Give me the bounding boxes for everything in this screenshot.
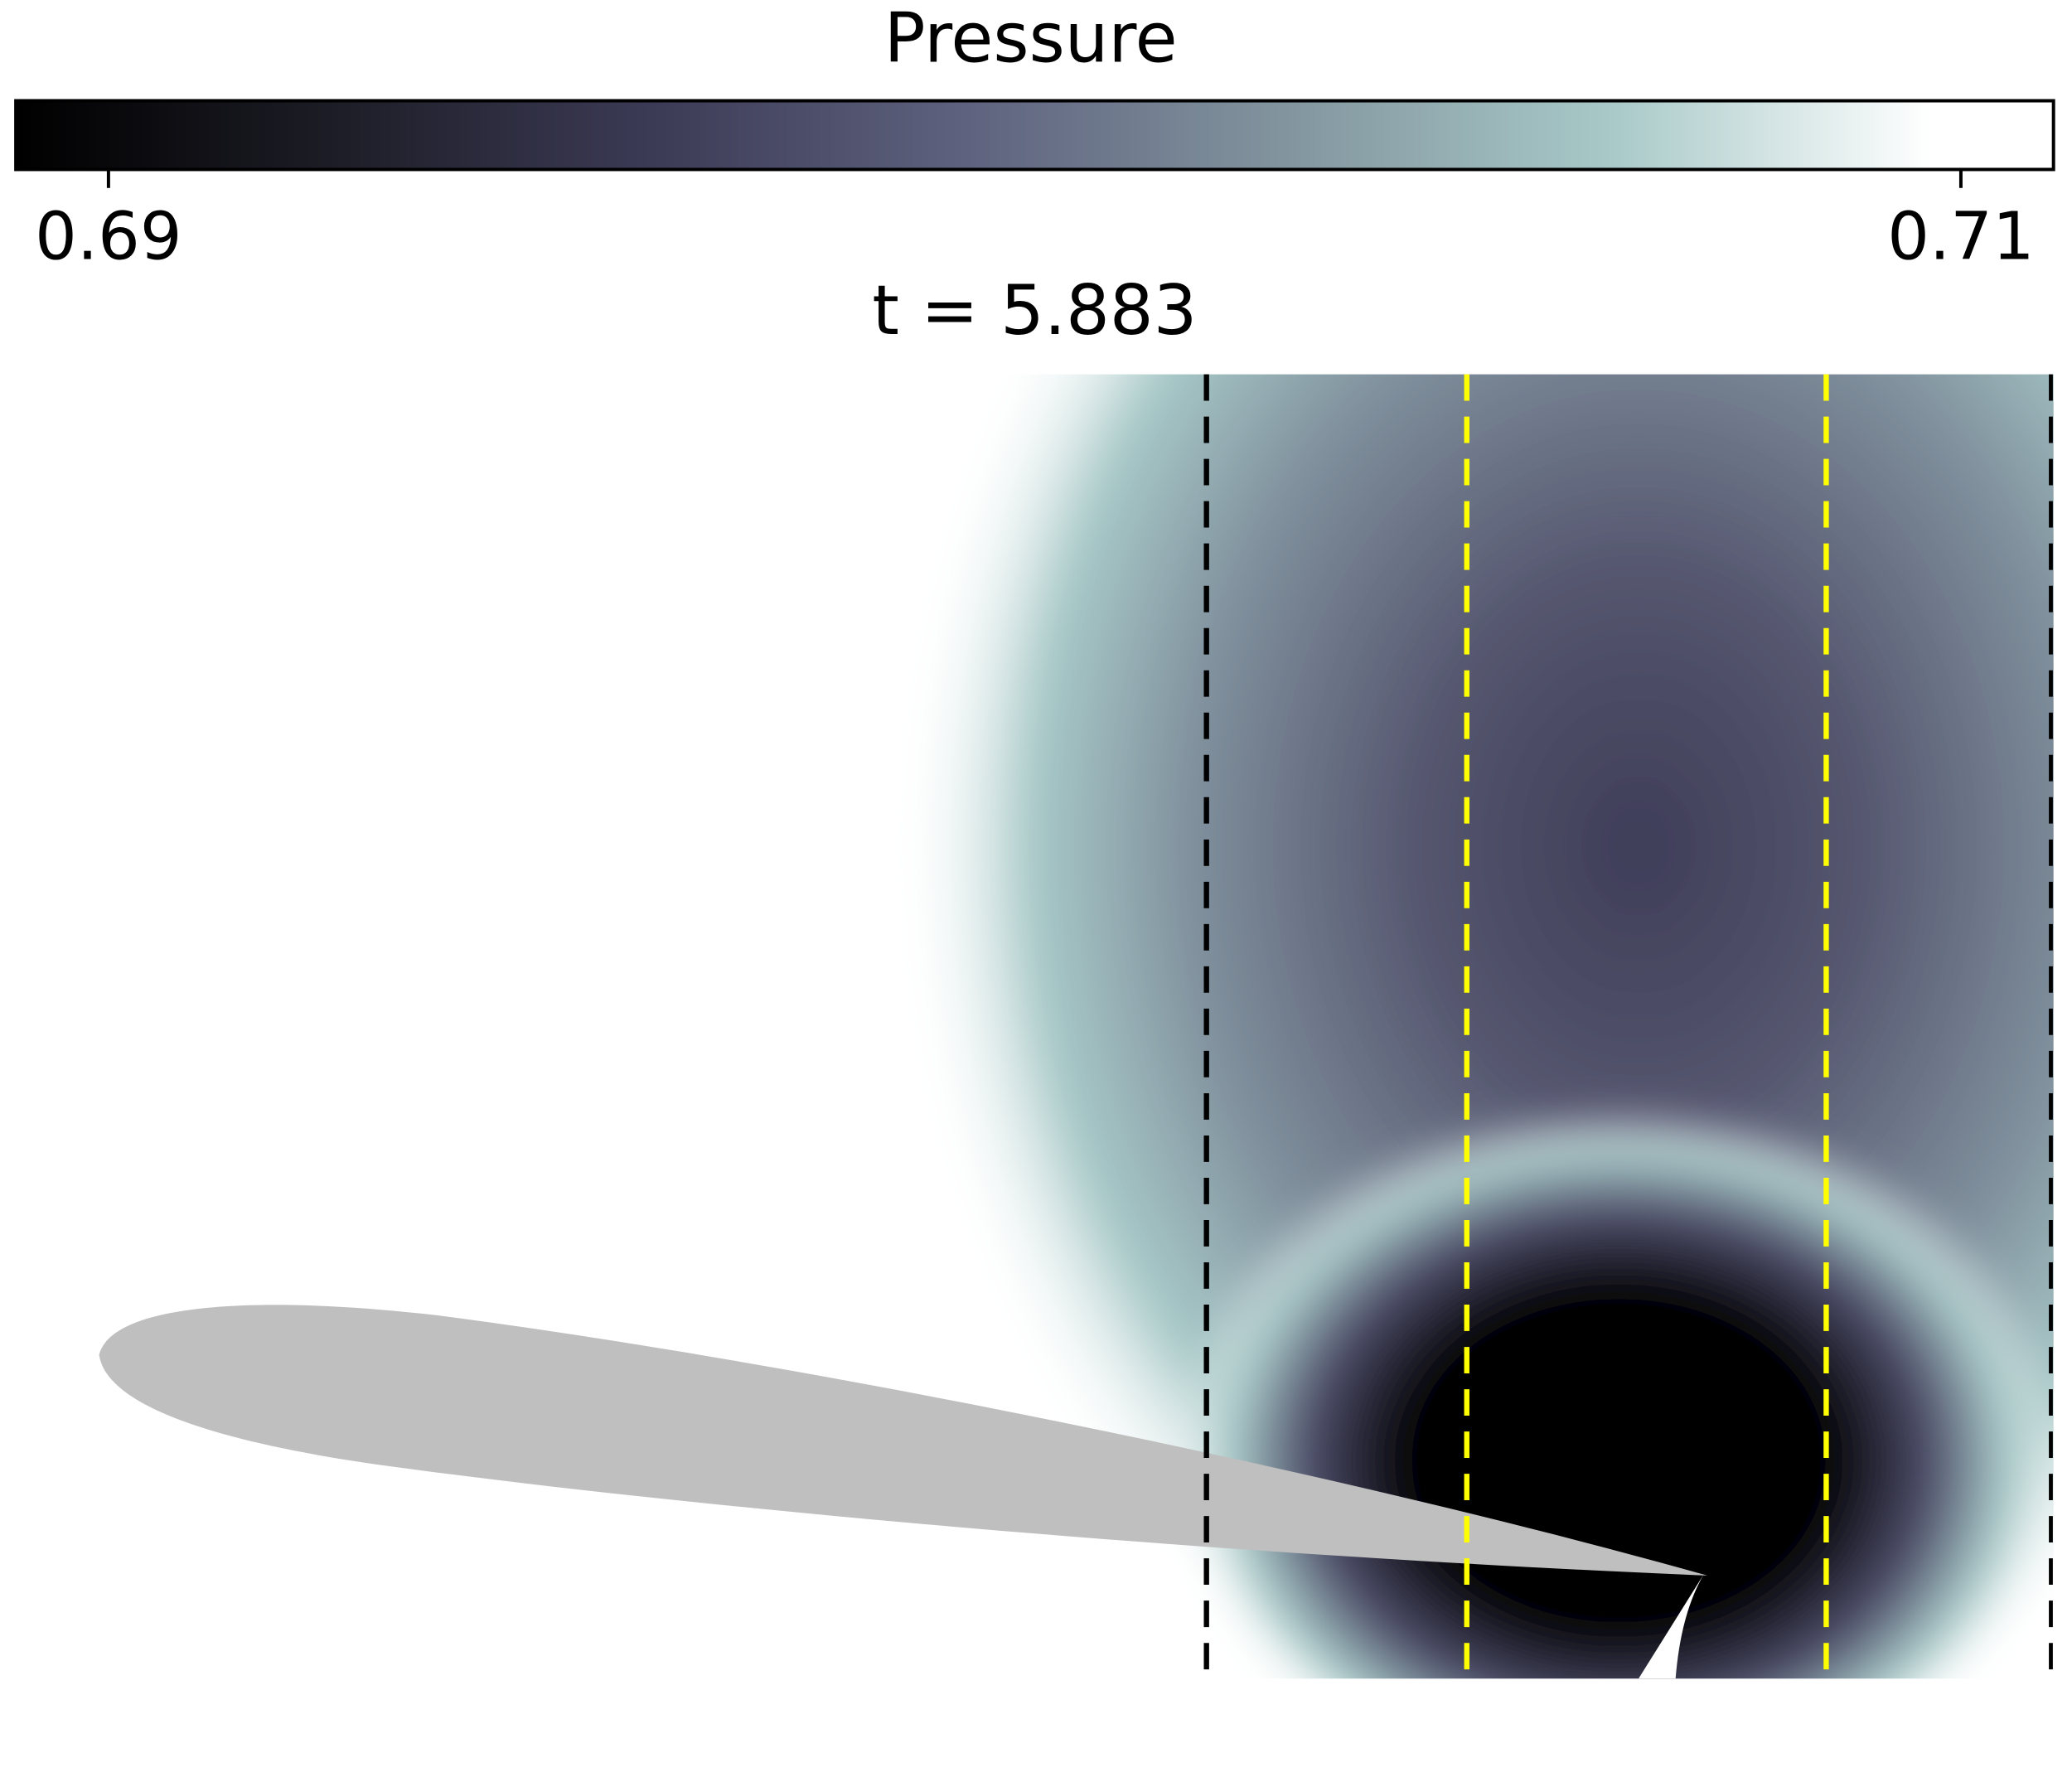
- pressure-field: [898, 374, 2054, 1679]
- colorbar-tick-label: 0.71: [1887, 198, 2034, 275]
- probe-lines: [1203, 374, 2053, 1679]
- airfoil: [99, 1305, 1707, 1576]
- colorbar-tick-label: 0.69: [35, 198, 182, 275]
- colorbar-ticks: 0.69 0.71: [35, 169, 2035, 275]
- colorbar-label: Pressure: [884, 0, 1178, 78]
- wake-edge: [1639, 1572, 1705, 1679]
- colorbar: [14, 99, 2055, 172]
- chart-title: t = 5.883: [872, 270, 1197, 351]
